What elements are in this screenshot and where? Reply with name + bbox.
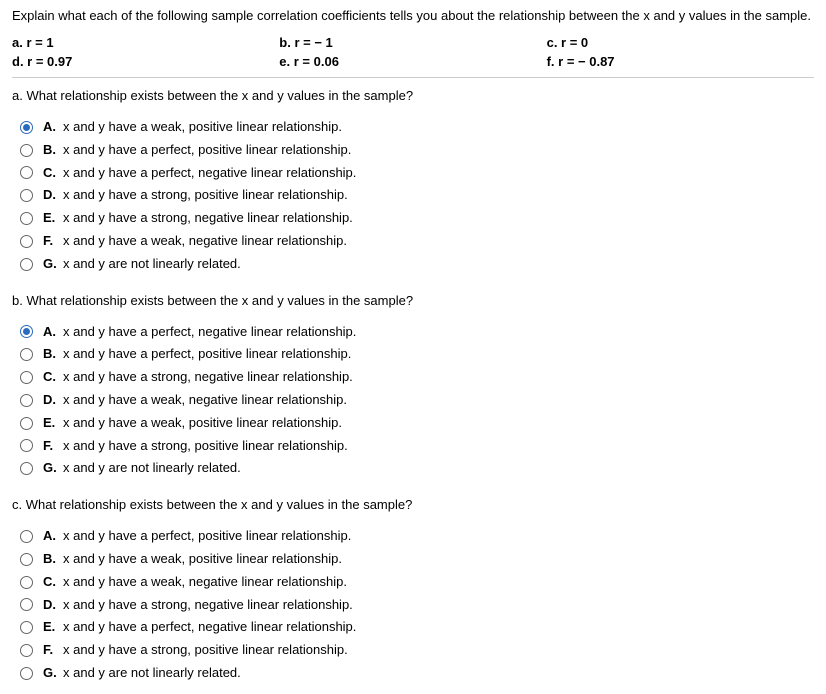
- option-c-C[interactable]: C.x and y have a weak, negative linear r…: [20, 572, 814, 593]
- radio-icon[interactable]: [20, 212, 33, 225]
- option-c-F[interactable]: F.x and y have a strong, positive linear…: [20, 640, 814, 661]
- option-letter: A.: [43, 117, 63, 138]
- option-text: x and y have a perfect, negative linear …: [63, 617, 356, 638]
- option-text: x and y have a weak, negative linear rel…: [63, 231, 347, 252]
- option-c-A[interactable]: A.x and y have a perfect, positive linea…: [20, 526, 814, 547]
- param-b: b. r = − 1: [279, 33, 546, 52]
- option-letter: A.: [43, 322, 63, 343]
- option-letter: E.: [43, 413, 63, 434]
- question-a-stem: a. What relationship exists between the …: [12, 88, 814, 103]
- radio-icon[interactable]: [20, 189, 33, 202]
- option-c-E[interactable]: E.x and y have a perfect, negative linea…: [20, 617, 814, 638]
- option-letter: B.: [43, 344, 63, 365]
- parameters-grid: a. r = 1 b. r = − 1 c. r = 0 d. r = 0.97…: [12, 33, 814, 71]
- option-letter: G.: [43, 458, 63, 479]
- option-text: x and y have a weak, positive linear rel…: [63, 413, 342, 434]
- option-text: x and y have a strong, positive linear r…: [63, 640, 348, 661]
- radio-icon[interactable]: [20, 667, 33, 680]
- intro-text: Explain what each of the following sampl…: [12, 8, 814, 23]
- radio-icon[interactable]: [20, 144, 33, 157]
- option-b-C[interactable]: C.x and y have a strong, negative linear…: [20, 367, 814, 388]
- option-text: x and y have a perfect, negative linear …: [63, 163, 356, 184]
- option-a-B[interactable]: B.x and y have a perfect, positive linea…: [20, 140, 814, 161]
- radio-icon[interactable]: [20, 553, 33, 566]
- option-letter: A.: [43, 526, 63, 547]
- radio-icon[interactable]: [20, 394, 33, 407]
- option-text: x and y have a strong, negative linear r…: [63, 595, 353, 616]
- option-text: x and y are not linearly related.: [63, 254, 241, 275]
- option-letter: D.: [43, 595, 63, 616]
- radio-icon[interactable]: [20, 348, 33, 361]
- radio-icon[interactable]: [20, 439, 33, 452]
- radio-icon[interactable]: [20, 325, 33, 338]
- option-a-E[interactable]: E.x and y have a strong, negative linear…: [20, 208, 814, 229]
- radio-icon[interactable]: [20, 258, 33, 271]
- option-a-D[interactable]: D.x and y have a strong, positive linear…: [20, 185, 814, 206]
- option-letter: B.: [43, 549, 63, 570]
- radio-icon[interactable]: [20, 530, 33, 543]
- option-letter: G.: [43, 254, 63, 275]
- question-a-options: A.x and y have a weak, positive linear r…: [20, 117, 814, 275]
- option-text: x and y have a weak, positive linear rel…: [63, 549, 342, 570]
- radio-icon[interactable]: [20, 621, 33, 634]
- question-b-stem: b. What relationship exists between the …: [12, 293, 814, 308]
- option-letter: F.: [43, 231, 63, 252]
- option-letter: D.: [43, 185, 63, 206]
- option-c-G[interactable]: G.x and y are not linearly related.: [20, 663, 814, 684]
- question-b-options: A.x and y have a perfect, negative linea…: [20, 322, 814, 480]
- option-letter: F.: [43, 640, 63, 661]
- option-b-D[interactable]: D.x and y have a weak, negative linear r…: [20, 390, 814, 411]
- option-text: x and y have a strong, positive linear r…: [63, 436, 348, 457]
- option-c-B[interactable]: B.x and y have a weak, positive linear r…: [20, 549, 814, 570]
- radio-icon[interactable]: [20, 235, 33, 248]
- option-text: x and y have a perfect, negative linear …: [63, 322, 356, 343]
- param-e: e. r = 0.06: [279, 52, 546, 71]
- radio-icon[interactable]: [20, 576, 33, 589]
- option-b-F[interactable]: F.x and y have a strong, positive linear…: [20, 436, 814, 457]
- option-text: x and y have a perfect, positive linear …: [63, 526, 351, 547]
- option-a-G[interactable]: G.x and y are not linearly related.: [20, 254, 814, 275]
- option-b-B[interactable]: B.x and y have a perfect, positive linea…: [20, 344, 814, 365]
- option-b-E[interactable]: E.x and y have a weak, positive linear r…: [20, 413, 814, 434]
- option-b-A[interactable]: A.x and y have a perfect, negative linea…: [20, 322, 814, 343]
- option-text: x and y have a strong, negative linear r…: [63, 208, 353, 229]
- option-letter: B.: [43, 140, 63, 161]
- option-text: x and y are not linearly related.: [63, 663, 241, 684]
- option-text: x and y have a weak, negative linear rel…: [63, 390, 347, 411]
- divider: [12, 77, 814, 78]
- option-a-F[interactable]: F.x and y have a weak, negative linear r…: [20, 231, 814, 252]
- option-letter: F.: [43, 436, 63, 457]
- option-text: x and y have a weak, positive linear rel…: [63, 117, 342, 138]
- radio-icon[interactable]: [20, 462, 33, 475]
- radio-icon[interactable]: [20, 644, 33, 657]
- option-letter: C.: [43, 163, 63, 184]
- option-c-D[interactable]: D.x and y have a strong, negative linear…: [20, 595, 814, 616]
- option-a-A[interactable]: A.x and y have a weak, positive linear r…: [20, 117, 814, 138]
- param-a: a. r = 1: [12, 33, 279, 52]
- option-text: x and y have a perfect, positive linear …: [63, 140, 351, 161]
- radio-icon[interactable]: [20, 417, 33, 430]
- option-letter: G.: [43, 663, 63, 684]
- option-letter: C.: [43, 367, 63, 388]
- option-text: x and y have a strong, negative linear r…: [63, 367, 353, 388]
- option-letter: C.: [43, 572, 63, 593]
- option-text: x and y have a strong, positive linear r…: [63, 185, 348, 206]
- radio-icon[interactable]: [20, 166, 33, 179]
- param-f: f. r = − 0.87: [547, 52, 814, 71]
- option-text: x and y have a perfect, positive linear …: [63, 344, 351, 365]
- param-d: d. r = 0.97: [12, 52, 279, 71]
- question-c-stem: c. What relationship exists between the …: [12, 497, 814, 512]
- option-letter: E.: [43, 208, 63, 229]
- option-text: x and y have a weak, negative linear rel…: [63, 572, 347, 593]
- option-letter: D.: [43, 390, 63, 411]
- param-c: c. r = 0: [547, 33, 814, 52]
- option-b-G[interactable]: G.x and y are not linearly related.: [20, 458, 814, 479]
- option-letter: E.: [43, 617, 63, 638]
- radio-icon[interactable]: [20, 371, 33, 384]
- option-a-C[interactable]: C.x and y have a perfect, negative linea…: [20, 163, 814, 184]
- question-c-options: A.x and y have a perfect, positive linea…: [20, 526, 814, 684]
- radio-icon[interactable]: [20, 121, 33, 134]
- option-text: x and y are not linearly related.: [63, 458, 241, 479]
- radio-icon[interactable]: [20, 598, 33, 611]
